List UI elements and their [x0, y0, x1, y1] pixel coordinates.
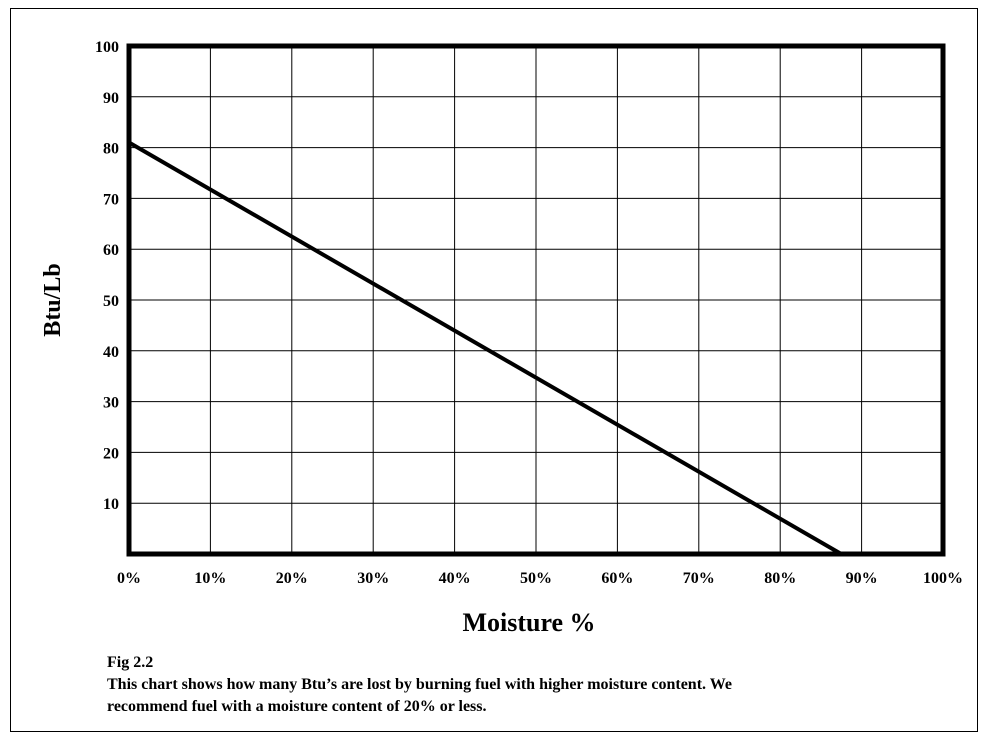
x-tick-label: 50% — [520, 570, 552, 587]
y-axis-label: Btu/Lb — [40, 263, 66, 336]
caption-line-2: recommend fuel with a moisture content o… — [107, 698, 487, 715]
x-tick-label: 10% — [194, 570, 226, 587]
y-tick-labels: 10 20 30 40 50 60 70 80 90 100 — [95, 39, 119, 513]
x-tick-label: 70% — [683, 570, 715, 587]
y-tick-label: 20 — [103, 445, 119, 462]
grid-lines — [128, 45, 944, 554]
x-tick-label: 0% — [117, 570, 141, 587]
x-tick-label: 60% — [601, 570, 633, 587]
figure-caption: Fig 2.2 This chart shows how many Btu’s … — [107, 652, 967, 718]
x-tick-label: 20% — [276, 570, 308, 587]
x-tick-labels: 0% 10% 20% 30% 40% 50% 60% 70% 80% 90% 100% — [117, 570, 963, 587]
x-tick-label: 40% — [439, 570, 471, 587]
y-tick-label: 70 — [103, 191, 119, 208]
x-tick-label: 30% — [357, 570, 389, 587]
x-tick-label: 90% — [846, 570, 878, 587]
y-tick-label: 30 — [103, 395, 119, 412]
caption-line-1: This chart shows how many Btu’s are lost… — [107, 676, 732, 693]
figure-label: Fig 2.2 — [107, 654, 154, 671]
series-line — [127, 140, 843, 556]
y-tick-label: 10 — [103, 496, 119, 513]
y-tick-label: 90 — [103, 90, 119, 107]
y-tick-label: 50 — [103, 293, 119, 310]
series-group — [127, 140, 843, 556]
y-tick-label: 40 — [103, 344, 119, 361]
y-tick-label: 100 — [95, 39, 119, 56]
figure-frame — [10, 8, 978, 732]
plot-border — [126, 43, 946, 557]
y-tick-label: 60 — [103, 242, 119, 259]
x-tick-label: 80% — [764, 570, 796, 587]
x-tick-label: 100% — [923, 570, 963, 587]
x-axis-label: Moisture % — [462, 608, 595, 637]
y-tick-label: 80 — [103, 141, 119, 158]
